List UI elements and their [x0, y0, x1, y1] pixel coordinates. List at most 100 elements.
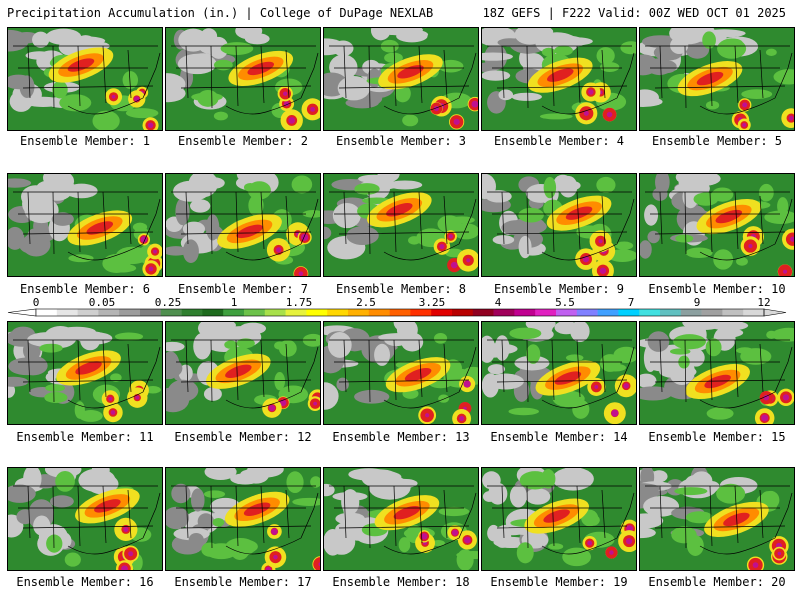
ensemble-map-2 [165, 27, 321, 131]
scale-swatch [368, 309, 390, 316]
precip-map [166, 468, 320, 570]
scale-swatch [119, 309, 141, 316]
member-label: Ensemble Member: 8 [335, 282, 467, 296]
precip-map [324, 28, 478, 130]
ensemble-map-6 [7, 173, 163, 277]
ensemble-map-19 [481, 467, 637, 571]
ensemble-map-15 [639, 321, 795, 425]
scale-swatch [140, 309, 162, 316]
run-info: 18Z GEFS | F222 Valid: 00Z WED OCT 01 20… [482, 6, 786, 20]
scale-swatch [639, 309, 661, 316]
ensemble-map-13 [323, 321, 479, 425]
member-label: Ensemble Member: 19 [490, 575, 628, 589]
scale-swatch [98, 309, 120, 316]
member-label: Ensemble Member: 15 [648, 430, 786, 444]
scale-swatch [244, 309, 266, 316]
precip-map [482, 468, 636, 570]
member-label: Ensemble Member: 12 [174, 430, 312, 444]
member-label: Ensemble Member: 20 [648, 575, 786, 589]
member-label: Ensemble Member: 4 [493, 134, 625, 148]
scale-arrow-right [763, 308, 787, 317]
ensemble-map-4 [481, 27, 637, 131]
scale-swatch [597, 309, 619, 316]
member-label: Ensemble Member: 1 [19, 134, 151, 148]
scale-tick-label: 0.25 [154, 296, 182, 309]
member-label: Ensemble Member: 5 [651, 134, 783, 148]
ensemble-map-17 [165, 467, 321, 571]
precip-map [482, 28, 636, 130]
member-label: Ensemble Member: 18 [332, 575, 470, 589]
scale-swatch [36, 309, 58, 316]
scale-swatch [285, 309, 307, 316]
color-scale: 0 0.05 0.25 1 1.75 2.5 3.25 4 5.5 7 9 12 [0, 296, 800, 317]
precip-map [8, 468, 162, 570]
scale-swatch [722, 309, 744, 316]
precip-map [324, 174, 478, 276]
member-label: Ensemble Member: 3 [335, 134, 467, 148]
scale-tick-label: 5.5 [555, 296, 575, 309]
ensemble-map-18 [323, 467, 479, 571]
precip-map [166, 322, 320, 424]
precip-map [640, 322, 794, 424]
member-label: Ensemble Member: 7 [177, 282, 309, 296]
ensemble-map-9 [481, 173, 637, 277]
scale-swatch [493, 309, 515, 316]
precip-map [324, 322, 478, 424]
scale-tick-label: 1 [230, 296, 238, 309]
precip-map [166, 28, 320, 130]
ensemble-map-16 [7, 467, 163, 571]
scale-tick-label: 4 [494, 296, 502, 309]
member-label: Ensemble Member: 9 [493, 282, 625, 296]
member-label: Ensemble Member: 11 [16, 430, 154, 444]
scale-tick-label: 0 [32, 296, 40, 309]
scale-swatch [181, 309, 203, 316]
scale-swatch [56, 309, 78, 316]
color-scale-bar [7, 308, 787, 317]
scale-arrow-left [7, 308, 37, 317]
ensemble-map-14 [481, 321, 637, 425]
scale-swatch [680, 309, 702, 316]
ensemble-map-8 [323, 173, 479, 277]
ensemble-map-5 [639, 27, 795, 131]
ensemble-map-20 [639, 467, 795, 571]
precip-map [482, 322, 636, 424]
precip-map [640, 28, 794, 130]
ensemble-map-7 [165, 173, 321, 277]
precip-map [640, 468, 794, 570]
scale-swatch [202, 309, 224, 316]
scale-swatch [160, 309, 182, 316]
scale-tick-label: 0.05 [88, 296, 116, 309]
scale-tick-label: 2.5 [356, 296, 376, 309]
scale-swatch [660, 309, 682, 316]
page-title: Precipitation Accumulation (in.) | Colle… [7, 6, 434, 20]
scale-tick-label: 3.25 [418, 296, 446, 309]
ensemble-map-12 [165, 321, 321, 425]
member-label: Ensemble Member: 14 [490, 430, 628, 444]
scale-swatch [576, 309, 598, 316]
member-label: Ensemble Member: 16 [16, 575, 154, 589]
scale-tick-label: 1.75 [285, 296, 313, 309]
precip-map [640, 174, 794, 276]
member-label: Ensemble Member: 13 [332, 430, 470, 444]
scale-swatch [223, 309, 245, 316]
member-label: Ensemble Member: 17 [174, 575, 312, 589]
precip-map [324, 468, 478, 570]
scale-swatch [452, 309, 474, 316]
scale-swatch [535, 309, 557, 316]
scale-swatch [348, 309, 370, 316]
scale-tick-label: 12 [757, 296, 771, 309]
scale-tick-label: 9 [693, 296, 701, 309]
scale-swatch [618, 309, 640, 316]
member-label: Ensemble Member: 2 [177, 134, 309, 148]
ensemble-map-10 [639, 173, 795, 277]
scale-swatch [410, 309, 432, 316]
ensemble-map-1 [7, 27, 163, 131]
scale-swatch [327, 309, 349, 316]
precip-map [166, 174, 320, 276]
member-label: Ensemble Member: 10 [648, 282, 786, 296]
ensemble-map-11 [7, 321, 163, 425]
scale-swatch [472, 309, 494, 316]
precip-map [8, 28, 162, 130]
member-label: Ensemble Member: 6 [19, 282, 151, 296]
precip-map [482, 174, 636, 276]
